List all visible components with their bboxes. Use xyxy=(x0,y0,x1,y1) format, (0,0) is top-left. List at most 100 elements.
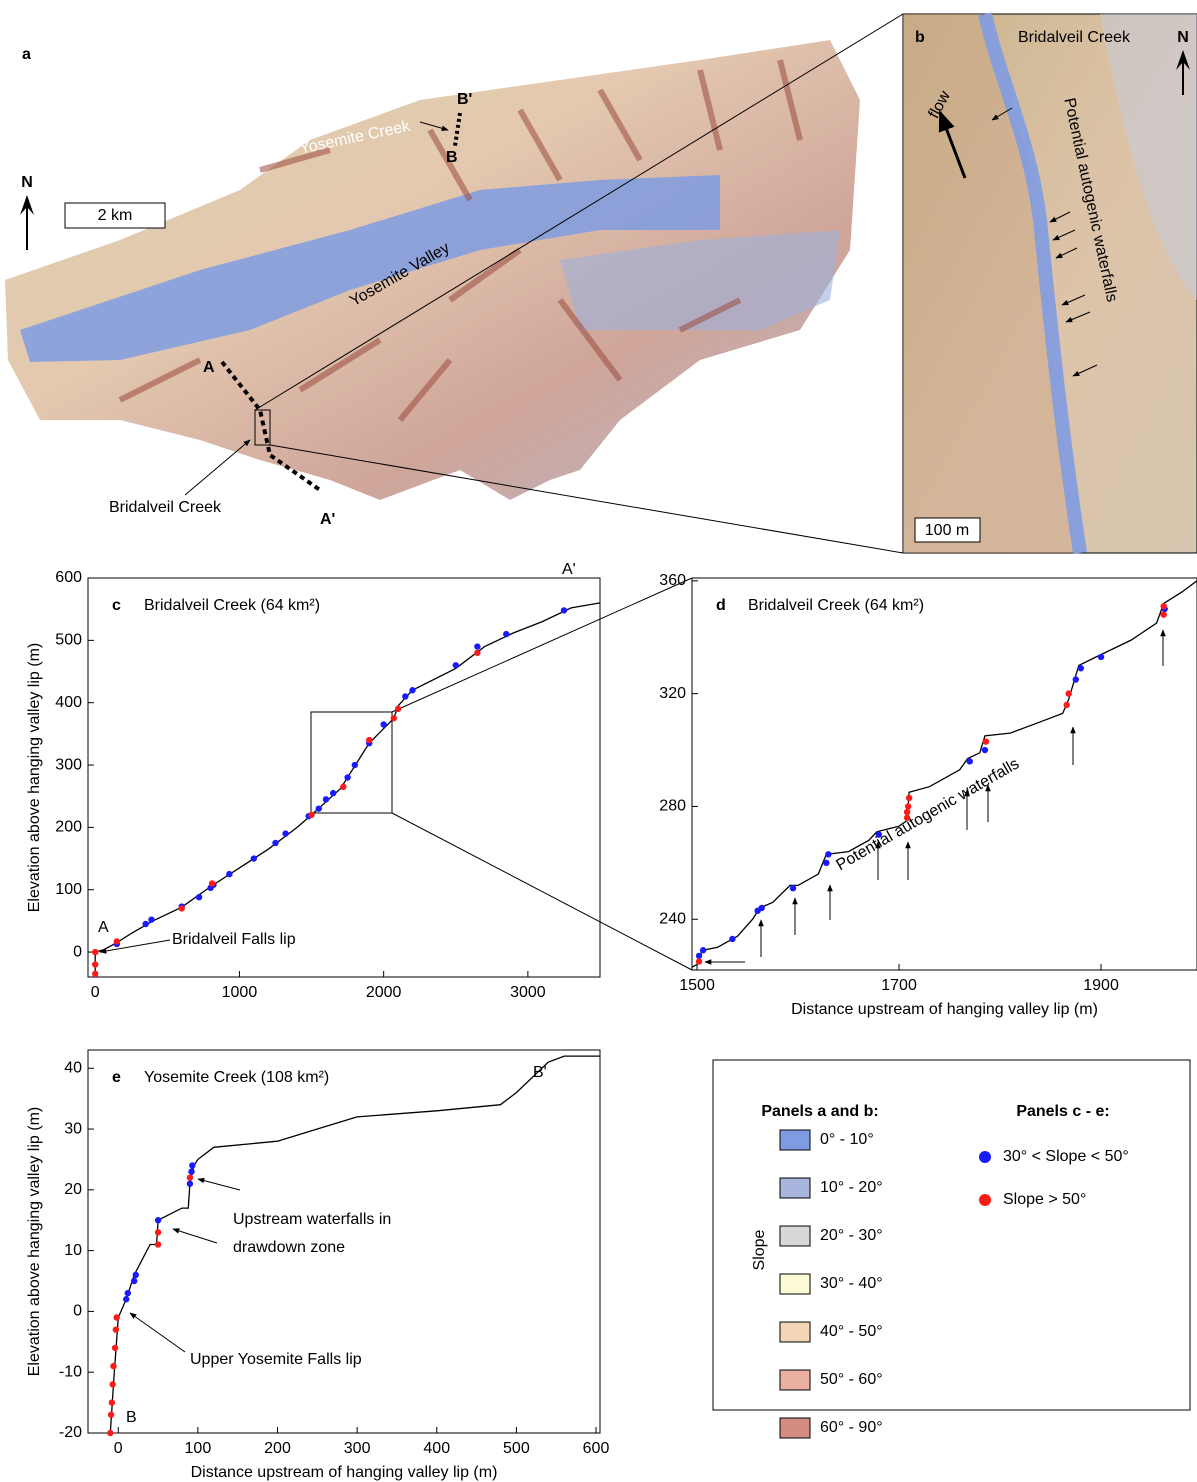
map-label: B' xyxy=(457,91,472,108)
map-label: A' xyxy=(320,511,335,528)
legend-title: Panels a and b: xyxy=(761,1103,878,1120)
slope-point xyxy=(1160,611,1166,617)
annotation: Upper Yosemite Falls lip xyxy=(190,1351,362,1368)
annotation: Upstream waterfalls in xyxy=(233,1211,391,1228)
legend-label: 50° - 60° xyxy=(820,1371,883,1388)
north-label: N xyxy=(1177,29,1189,46)
slope-point xyxy=(187,1181,193,1187)
legend-label: 20° - 30° xyxy=(820,1227,883,1244)
annotation: drawdown zone xyxy=(233,1239,345,1256)
slope-point xyxy=(188,1168,194,1174)
y-tick-label: 280 xyxy=(659,798,686,815)
legend-label: 0° - 10° xyxy=(820,1131,874,1148)
y-tick-label: 400 xyxy=(55,694,82,711)
x-axis-label: Distance upstream of hanging valley lip … xyxy=(791,1001,1098,1018)
y-axis-label: Elevation above hanging valley lip (m) xyxy=(26,643,43,912)
slope-point xyxy=(155,1241,161,1247)
annotation-arrow xyxy=(130,1313,185,1352)
slope-point xyxy=(114,938,120,944)
slope-point xyxy=(1066,690,1072,696)
slope-point xyxy=(133,1272,139,1278)
profile-line xyxy=(692,581,1197,967)
y-tick-label: 40 xyxy=(64,1059,82,1076)
slope-point xyxy=(148,916,154,922)
legend-label: Slope > 50° xyxy=(1003,1191,1086,1208)
legend-label: 10° - 20° xyxy=(820,1179,883,1196)
panel-label: b xyxy=(915,29,925,46)
legend-swatch xyxy=(780,1370,810,1390)
slope-point xyxy=(1160,603,1166,609)
x-tick-label: 1500 xyxy=(679,977,715,994)
slope-point xyxy=(108,1412,114,1418)
panel-label: e xyxy=(112,1069,121,1086)
slope-point xyxy=(391,715,397,721)
annotation: B' xyxy=(533,1064,547,1081)
slope-point xyxy=(906,795,912,801)
slope-point xyxy=(380,721,386,727)
slope-point xyxy=(123,1296,129,1302)
annotation: B xyxy=(126,1409,137,1426)
slope-point xyxy=(282,830,288,836)
x-tick-label: 1900 xyxy=(1083,977,1119,994)
profile-line xyxy=(110,1056,600,1433)
slope-point xyxy=(366,737,372,743)
y-tick-label: -20 xyxy=(59,1424,82,1441)
legend-marker xyxy=(979,1151,991,1163)
y-tick-label: 240 xyxy=(659,910,686,927)
annotation-arrow xyxy=(198,1179,240,1190)
scale-bar-label: 100 m xyxy=(925,522,969,539)
slope-point xyxy=(155,1229,161,1235)
slope-point xyxy=(142,921,148,927)
slope-point xyxy=(113,1314,119,1320)
slope-point xyxy=(109,1399,115,1405)
map-title: Bridalveil Creek xyxy=(1018,29,1131,46)
x-axis-label: Distance upstream of hanging valley lip … xyxy=(191,1464,498,1481)
y-tick-label: 600 xyxy=(55,569,82,586)
slope-point xyxy=(825,851,831,857)
y-axis-label: Elevation above hanging valley lip (m) xyxy=(26,1107,43,1376)
slope-point xyxy=(904,809,910,815)
legend-swatch xyxy=(780,1322,810,1342)
slope-point xyxy=(272,840,278,846)
slope-point xyxy=(409,687,415,693)
slope-point xyxy=(112,1345,118,1351)
slope-point xyxy=(179,905,185,911)
slope-point xyxy=(352,762,358,768)
slope-point xyxy=(92,961,98,967)
slope-point xyxy=(790,885,796,891)
y-tick-label: 500 xyxy=(55,632,82,649)
slope-point xyxy=(344,774,350,780)
y-tick-label: 0 xyxy=(73,943,82,960)
figure: a B' Yosemite Creek B Yosemite Valley A … xyxy=(0,0,1197,1482)
slope-point xyxy=(696,953,702,959)
annotation: A' xyxy=(562,561,576,578)
x-tick-label: 200 xyxy=(264,1440,291,1457)
plot-frame xyxy=(692,578,1197,970)
legend-title: Panels c - e: xyxy=(1016,1103,1109,1120)
panel-label: c xyxy=(112,597,121,614)
slope-point xyxy=(189,1162,195,1168)
slope-point xyxy=(308,812,314,818)
y-tick-label: 360 xyxy=(659,572,686,589)
slope-point xyxy=(1064,702,1070,708)
slope-point xyxy=(316,805,322,811)
x-tick-label: 2000 xyxy=(366,984,402,1001)
y-tick-label: 20 xyxy=(64,1181,82,1198)
y-tick-label: 30 xyxy=(64,1120,82,1137)
x-tick-label: 100 xyxy=(185,1440,212,1457)
annotation: Potential autogenic waterfalls xyxy=(833,755,1022,874)
map-label: Bridalveil Creek xyxy=(109,499,222,516)
chart-title: Bridalveil Creek (64 km²) xyxy=(748,597,924,614)
annotation: A xyxy=(98,919,109,936)
slope-point xyxy=(402,693,408,699)
x-tick-label: 600 xyxy=(583,1440,610,1457)
y-tick-label: 0 xyxy=(73,1303,82,1320)
slope-point xyxy=(251,855,257,861)
slope-point xyxy=(453,662,459,668)
annotation: Bridalveil Falls lip xyxy=(172,931,296,948)
scale-bar-label: 2 km xyxy=(98,207,133,224)
legend-swatch xyxy=(780,1178,810,1198)
panel-label: a xyxy=(22,46,31,63)
slope-point xyxy=(967,758,973,764)
x-tick-label: 0 xyxy=(114,1440,123,1457)
